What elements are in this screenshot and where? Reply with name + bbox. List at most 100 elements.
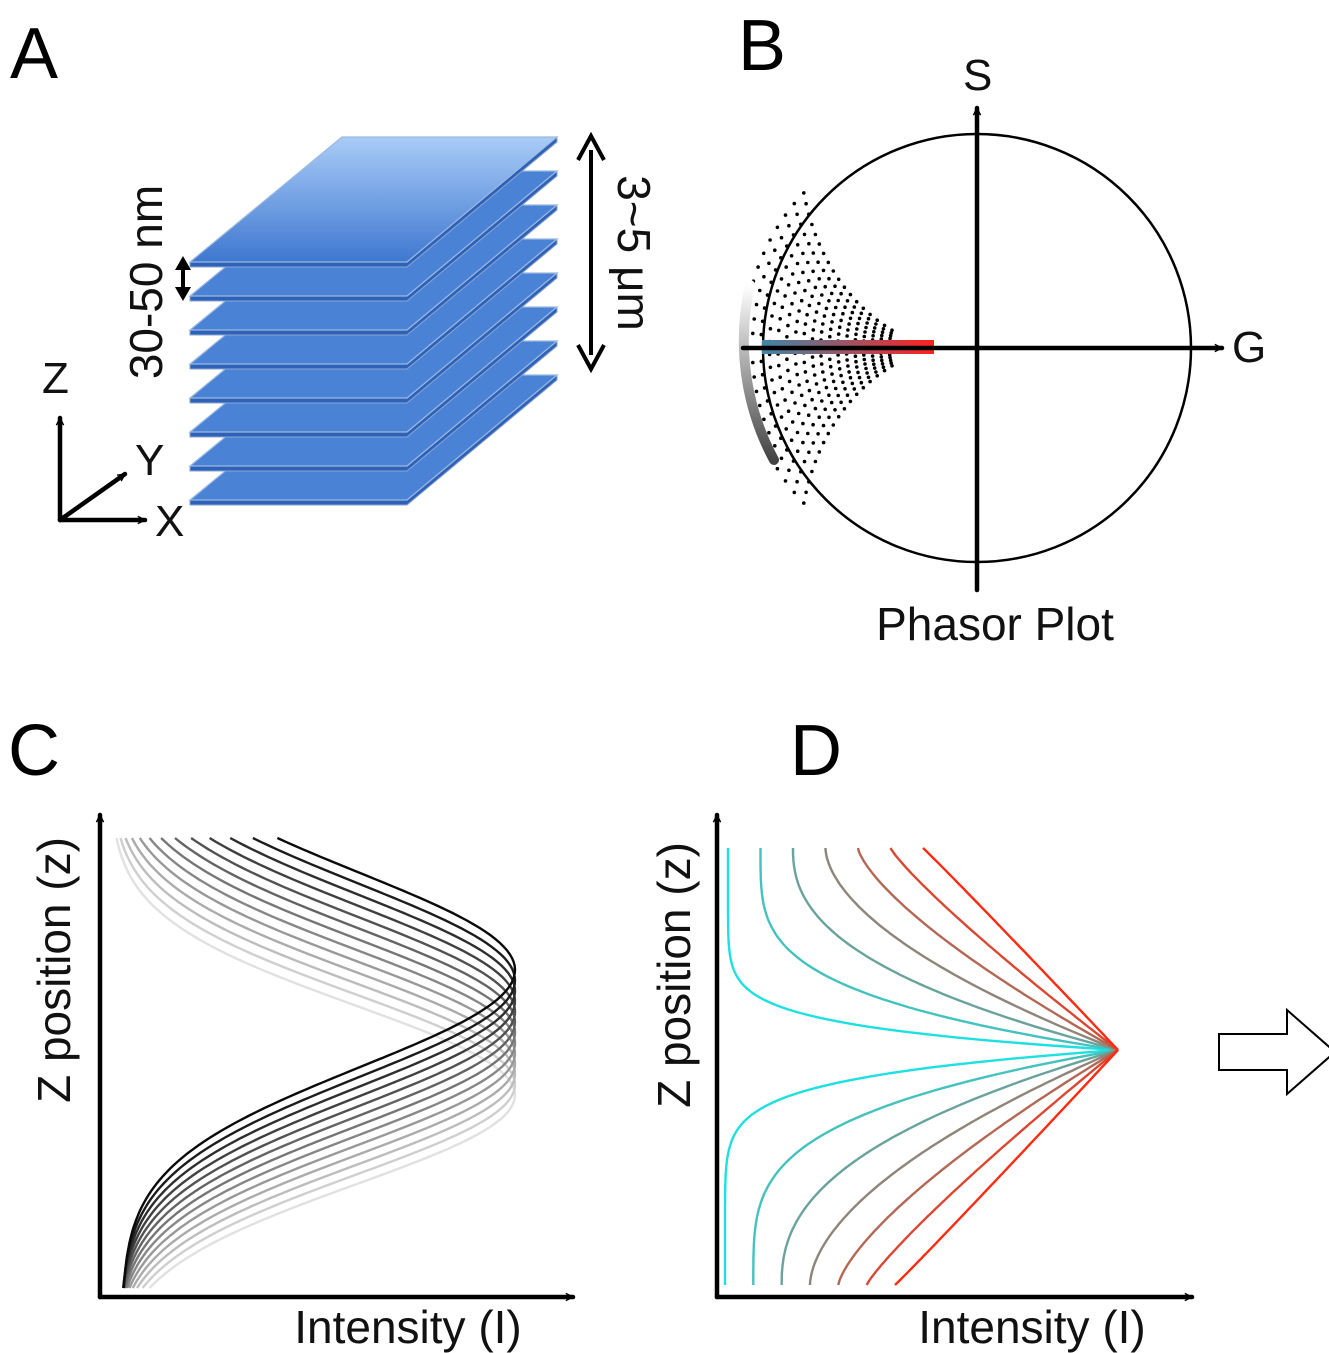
- phasor-dot: [828, 334, 832, 339]
- phasor-dot: [846, 328, 850, 332]
- phasor-dot: [827, 276, 831, 281]
- phasor-dot: [890, 364, 894, 368]
- phasor-dot: [871, 358, 875, 363]
- panel-d-curve: [808, 1048, 1119, 1286]
- phasor-dot: [793, 401, 797, 405]
- phasor-dot: [811, 269, 815, 274]
- phasor-dot: [806, 260, 810, 265]
- phasor-dot: [807, 388, 812, 393]
- phasor-dot: [795, 243, 800, 247]
- phasor-dot: [759, 359, 764, 364]
- phasor-dot: [752, 317, 756, 321]
- phasor-dot: [854, 392, 859, 397]
- phasor-dot: [814, 310, 819, 314]
- xyz-axes: [60, 415, 148, 520]
- height-arrow-head-top: [576, 131, 606, 161]
- phasor-dot: [852, 387, 857, 391]
- panel-a: A 30-50 nm 3~5 μm Z Y X: [10, 14, 660, 546]
- phasor-dot: [792, 201, 797, 206]
- axis-z-label: Z: [42, 354, 69, 403]
- phasor-dot: [795, 449, 800, 454]
- phasor-dot: [870, 354, 875, 358]
- phasor-dot: [882, 368, 887, 373]
- phasor-dot: [817, 301, 821, 306]
- phasor-dot: [831, 269, 836, 273]
- phasor-dot: [799, 469, 803, 474]
- phasor-dot: [787, 312, 792, 317]
- panel-d-ylabel: Z position (z): [648, 842, 700, 1108]
- phasor-dot: [889, 331, 893, 335]
- phasor-dot: [821, 251, 826, 256]
- panel-d-curve: [837, 1048, 1119, 1286]
- phasor-dot: [810, 469, 814, 474]
- phasor-dot: [866, 375, 871, 380]
- phasor-dot: [772, 301, 777, 306]
- phasor-dot: [842, 285, 847, 290]
- phasor-dot: [789, 438, 794, 443]
- phasor-dot: [795, 430, 800, 435]
- phasor-dot: [868, 312, 872, 317]
- phasor-dot: [799, 222, 803, 227]
- panel-d-curve: [889, 847, 1119, 1051]
- panel-b-letter: B: [738, 6, 786, 86]
- phasor-dot: [813, 232, 818, 237]
- panel-c-xlabel: Intensity (I): [294, 1301, 522, 1353]
- phasor-dot: [881, 327, 886, 331]
- phasor-dot: [880, 362, 885, 366]
- phasor-dot: [827, 393, 831, 398]
- phasor-dot: [770, 314, 774, 318]
- phasor-dot: [790, 301, 794, 306]
- phasor-dot: [779, 415, 784, 419]
- phasor-dot: [773, 444, 777, 448]
- phasor-dot: [836, 298, 840, 303]
- phasor-dot: [784, 265, 788, 269]
- phasor-dot: [811, 422, 815, 427]
- phasor-dot: [802, 232, 807, 237]
- phasor-dot: [880, 330, 885, 335]
- phasor-dot: [872, 326, 877, 330]
- phasor-dot: [769, 411, 773, 416]
- phasor-dot: [866, 316, 871, 321]
- phasor-dot: [802, 360, 807, 365]
- phasor-dot: [791, 459, 796, 463]
- phasor-dot: [802, 191, 806, 195]
- phasor-dot: [827, 415, 831, 420]
- axis-y-label: Y: [135, 436, 164, 485]
- phasor-dot: [833, 386, 838, 391]
- phasor-dot: [875, 318, 879, 323]
- phasor-dot: [806, 413, 811, 418]
- phasor-dot: [847, 322, 851, 326]
- panel-d-curve: [824, 847, 1119, 1052]
- phasor-dot: [821, 440, 826, 445]
- phasor-dot: [874, 370, 878, 374]
- phasor-dot: [752, 375, 756, 379]
- phasor-dot: [795, 212, 799, 217]
- phasor-dot: [850, 381, 855, 386]
- phasor-dot: [790, 420, 795, 424]
- phasor-dot: [859, 311, 864, 316]
- phasor-dot: [811, 251, 816, 255]
- phasor-dot: [821, 268, 826, 273]
- phasor-dot: [857, 375, 862, 380]
- phasor-dot: [779, 235, 784, 240]
- phasor-dot: [797, 309, 801, 313]
- phasor-dot: [756, 265, 760, 269]
- panel-c-curve: [124, 837, 517, 1289]
- phasor-dot: [765, 293, 770, 297]
- phasor-dot: [828, 357, 832, 362]
- panel-d-curve: [922, 847, 1119, 1051]
- phasor-dot: [829, 400, 834, 405]
- phasor-dot: [780, 305, 785, 310]
- phasor-dot: [828, 327, 833, 332]
- phasor-dot: [829, 291, 834, 296]
- phasor-dot: [826, 260, 831, 265]
- phasor-dot: [754, 389, 759, 394]
- phasor-dot: [865, 371, 869, 375]
- sheet: [188, 135, 559, 268]
- phasor-dot: [856, 321, 860, 326]
- phasor-dot: [831, 312, 836, 317]
- phasor-dot: [853, 354, 858, 359]
- phasor-caption: Phasor Plot: [876, 598, 1114, 650]
- phasor-dot: [836, 393, 840, 398]
- phasor-dot: [830, 320, 834, 324]
